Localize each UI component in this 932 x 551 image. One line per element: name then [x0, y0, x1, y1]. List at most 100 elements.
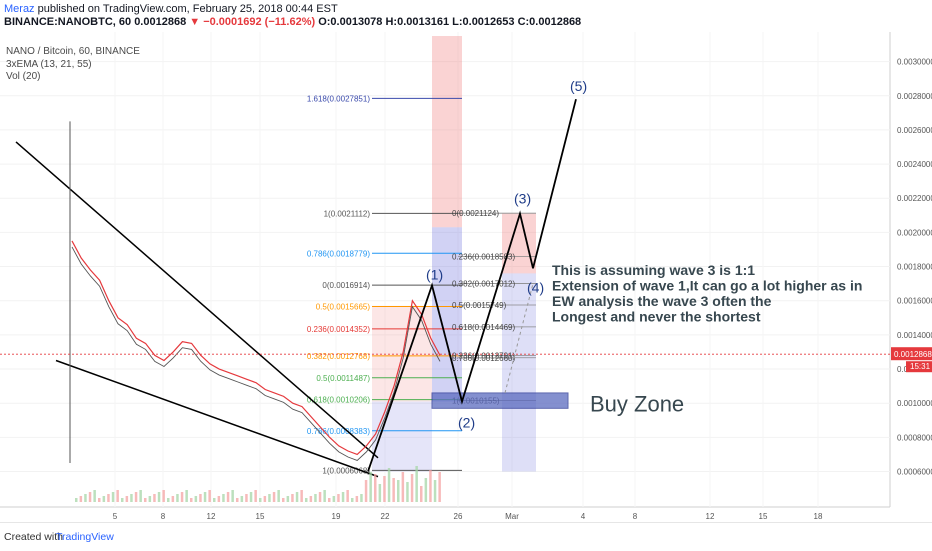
upper-trendline	[15, 141, 379, 459]
x-tick-label: 22	[381, 512, 390, 521]
fib-right-label: 0.236(0.0018583)	[452, 253, 516, 262]
volume-bar	[378, 484, 382, 502]
y-tick-label: 0.0010000	[897, 399, 932, 408]
volume-bar	[116, 490, 119, 502]
price-change: −0.0001692 (−11.62%)	[203, 16, 316, 28]
projection-dashed-line	[504, 283, 534, 394]
fib-zone-left-blue	[372, 401, 432, 472]
y-tick-label: 0.0030000	[897, 58, 932, 67]
fib-right-label: 0.786(0.0012660)	[452, 354, 516, 363]
y-tick-label: 0.0020000	[897, 228, 932, 237]
fib-left-label: 0.382(0.0012768)	[307, 352, 371, 361]
analysis-note-line: Extension of wave 1,It can go a lot high…	[552, 278, 862, 294]
volume-bar	[245, 494, 248, 502]
y-tick-label: 0.0028000	[897, 92, 932, 101]
last-price: 0.0012868	[134, 16, 187, 28]
volume-bar	[401, 472, 405, 502]
ohlc-values: O:0.0013078 H:0.0013161 L:0.0012653 C:0.…	[318, 16, 582, 28]
volume-bar	[98, 498, 101, 502]
volume-bar	[397, 480, 400, 502]
fib-right-label: 0(0.0021124)	[452, 209, 499, 218]
symbol-line: BINANCE:NANOBTC, 60 0.0012868 ▼ −0.00016…	[4, 16, 581, 28]
created-with-text: Created with	[4, 531, 63, 543]
y-tick-label: 0.0006000	[897, 468, 932, 477]
volume-bar	[318, 492, 322, 502]
buy-zone-box	[431, 392, 569, 409]
volume-bar	[415, 466, 418, 502]
fib-left-label: 0.5(0.0015665)	[316, 302, 371, 311]
volume-bar	[84, 494, 87, 502]
volume-bar	[107, 494, 110, 502]
fib-left-label: 1(0.0021112)	[324, 209, 371, 218]
x-tick-label: 8	[633, 512, 638, 521]
fib-zone-blue	[432, 227, 462, 402]
price-timer-label: 15:31	[910, 362, 931, 371]
volume-bar	[199, 494, 202, 502]
x-tick-label: Mar	[505, 512, 519, 521]
volume-bar	[387, 468, 391, 502]
volume-bar	[355, 496, 359, 502]
y-tick-label: 0.0008000	[897, 433, 932, 442]
volume-bar	[392, 478, 395, 502]
publish-line: Meraz published on TradingView.com, Febr…	[4, 3, 338, 15]
x-tick-label: 26	[454, 512, 463, 521]
volume-bar	[217, 496, 221, 502]
volume-bar	[162, 490, 165, 502]
volume-bar	[249, 492, 253, 502]
volume-bar	[300, 490, 303, 502]
x-tick-label: 18	[814, 512, 823, 521]
fib-right-label: 0.618(0.0014469)	[452, 323, 516, 332]
volume-bar	[102, 496, 106, 502]
legend-ema[interactable]: 3xEMA (13, 21, 55)	[6, 58, 92, 70]
volume-bar	[328, 498, 331, 502]
chart-area[interactable]: 0.0030000 0.0028000 0.0026000 0.0024000 0.00…	[0, 32, 932, 522]
wave-label: (4)	[527, 279, 544, 295]
volume-bar	[236, 498, 239, 502]
volume-bar	[208, 490, 211, 502]
wave-label: (2)	[458, 414, 475, 430]
volume-bar	[125, 496, 129, 502]
volume-bar	[424, 478, 428, 502]
tradingview-logo-link[interactable]: TradingView	[56, 531, 114, 543]
legend-volume[interactable]: Vol (20)	[6, 71, 41, 82]
volume-bar	[190, 498, 193, 502]
volume-bar	[291, 494, 294, 502]
volume-bar	[134, 492, 138, 502]
volume-bar	[305, 498, 308, 502]
y-tick-label: 0.0018000	[897, 263, 932, 272]
x-tick-label: 8	[161, 512, 166, 521]
volume-bar	[121, 498, 124, 502]
volume-bar	[346, 490, 349, 502]
fib-left-label: 0(0.0016914)	[322, 281, 370, 290]
y-tick-label: 0.0026000	[897, 126, 932, 135]
x-tick-label: 4	[581, 512, 586, 521]
fib-right-label: 0.5(0.0015749)	[452, 301, 507, 310]
legend-pair: NANO / Bitcoin, 60, BINANCE	[6, 46, 140, 57]
volume-bar	[323, 490, 326, 502]
x-tick-label: 15	[256, 512, 265, 521]
volume-bar	[203, 492, 207, 502]
chart-svg[interactable]: 0.0030000 0.0028000 0.0026000 0.0024000 0.00…	[0, 32, 932, 522]
volume-bar	[180, 492, 184, 502]
volume-bar	[286, 496, 290, 502]
down-arrow-icon: ▼	[189, 16, 201, 28]
volume-bar	[406, 482, 409, 502]
analysis-note-line: Longest and never the shortest	[552, 309, 761, 325]
volume-bar	[364, 480, 368, 502]
volume-bar	[263, 496, 267, 502]
author-link[interactable]: Meraz	[4, 3, 35, 15]
fib-left-label: 0.5(0.0011487)	[316, 374, 370, 383]
published-text: published on TradingView.com, February 2…	[34, 3, 338, 15]
volume-bar	[93, 490, 96, 502]
volume-bar	[314, 494, 317, 502]
volume-bar	[272, 492, 276, 502]
chart-legend: NANO / Bitcoin, 60, BINANCE 3xEMA (13, 2…	[6, 46, 140, 84]
volume-bar	[369, 472, 372, 502]
volume-bar	[194, 496, 198, 502]
publish-header: Meraz published on TradingView.com, Febr…	[0, 0, 932, 30]
volume-bar	[383, 476, 386, 502]
fib-left-label: 0.236(0.0014352)	[307, 325, 371, 334]
wave-label: (3)	[514, 191, 531, 207]
wave-label: (1)	[426, 266, 443, 282]
volume-bar	[420, 486, 423, 502]
